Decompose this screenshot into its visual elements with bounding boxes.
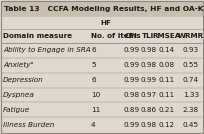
Text: 0.21: 0.21 [159,107,175,113]
Text: 0.98: 0.98 [140,122,156,128]
Text: Domain measure: Domain measure [3,33,72,39]
Text: 4: 4 [91,122,96,128]
Text: CFI: CFI [125,33,138,39]
Text: 0.97: 0.97 [140,92,156,98]
Text: 0.93: 0.93 [183,47,199,53]
Text: Anxietyᵃ: Anxietyᵃ [3,62,33,68]
Text: 0.89: 0.89 [123,107,140,113]
Text: 0.74: 0.74 [183,77,199,83]
Text: 11: 11 [91,107,100,113]
Text: HF: HF [101,20,111,26]
Text: 0.99: 0.99 [123,77,140,83]
Text: 0.99: 0.99 [123,62,140,68]
Text: TLI: TLI [142,33,155,39]
Text: 6: 6 [91,47,96,53]
Text: RMSEA: RMSEA [153,33,181,39]
Text: 0.99: 0.99 [123,47,140,53]
Text: 2.38: 2.38 [183,107,199,113]
Text: 0.11: 0.11 [159,77,175,83]
Text: Fatigue: Fatigue [3,107,30,113]
Text: 0.99: 0.99 [140,77,156,83]
Text: WRMR: WRMR [178,33,204,39]
Text: 0.08: 0.08 [159,62,175,68]
Text: Ability to Engage in SRA: Ability to Engage in SRA [3,47,91,53]
Text: Dyspnea: Dyspnea [3,92,35,98]
Text: 5: 5 [91,62,96,68]
Bar [1,1,203,17]
Text: 10: 10 [91,92,100,98]
Text: Depression: Depression [3,77,44,83]
Text: Table 13   CCFA Modeling Results, HF and OA-K Cross-sect: Table 13 CCFA Modeling Results, HF and O… [4,6,204,12]
Text: 0.14: 0.14 [159,47,175,53]
Text: 0.86: 0.86 [140,107,156,113]
Text: 0.12: 0.12 [159,122,175,128]
Text: 1.33: 1.33 [183,92,199,98]
Text: Illness Burden: Illness Burden [3,122,54,128]
Text: 6: 6 [91,77,96,83]
Text: 0.55: 0.55 [183,62,199,68]
Text: 0.99: 0.99 [123,122,140,128]
Text: 0.98: 0.98 [140,47,156,53]
Text: No. of items: No. of items [91,33,141,39]
Text: 0.45: 0.45 [183,122,199,128]
Text: 0.98: 0.98 [123,92,140,98]
Text: 0.11: 0.11 [159,92,175,98]
Text: 0.98: 0.98 [140,62,156,68]
